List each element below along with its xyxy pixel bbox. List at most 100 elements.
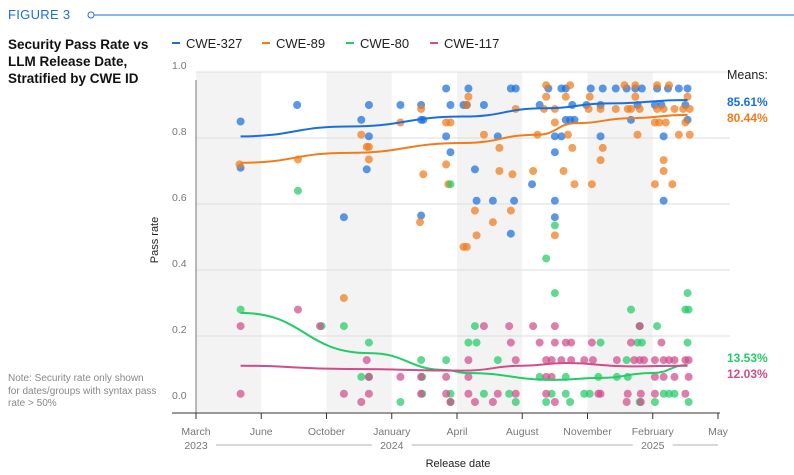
data-point-cwe-327 xyxy=(674,84,683,93)
data-point-cwe-89 xyxy=(364,155,373,164)
legend-label: CWE-117 xyxy=(444,36,499,51)
data-point-cwe-117 xyxy=(364,372,373,381)
data-point-cwe-89 xyxy=(611,104,620,113)
data-point-cwe-117 xyxy=(684,356,693,365)
data-point-cwe-89 xyxy=(631,92,640,101)
data-point-cwe-327 xyxy=(446,101,455,109)
data-point-cwe-89 xyxy=(357,130,366,139)
data-point-cwe-80 xyxy=(684,305,693,314)
data-point-cwe-89 xyxy=(659,167,668,175)
data-point-cwe-89 xyxy=(587,180,596,189)
data-point-cwe-327 xyxy=(659,196,668,205)
y-tick-label: 0.8 xyxy=(172,126,187,138)
data-point-cwe-327 xyxy=(479,101,488,109)
data-point-cwe-117 xyxy=(364,389,373,398)
mean-value: 80.44% xyxy=(727,111,768,125)
data-point-cwe-89 xyxy=(670,104,679,113)
data-point-cwe-327 xyxy=(550,148,559,157)
data-point-cwe-89 xyxy=(685,104,694,113)
data-point-cwe-327 xyxy=(488,196,497,205)
data-point-cwe-117 xyxy=(612,356,621,365)
data-point-cwe-327 xyxy=(528,180,537,189)
data-point-cwe-80 xyxy=(511,398,520,406)
data-point-cwe-89 xyxy=(653,104,662,113)
data-point-cwe-89 xyxy=(596,156,605,165)
data-point-cwe-117 xyxy=(511,389,520,398)
data-point-cwe-117 xyxy=(640,356,649,365)
data-point-cwe-80 xyxy=(470,322,479,331)
data-point-cwe-89 xyxy=(668,180,677,189)
data-point-cwe-117 xyxy=(396,372,405,381)
legend-label: CWE-80 xyxy=(360,36,409,51)
mean-value: 12.03% xyxy=(727,367,768,381)
data-point-cwe-327 xyxy=(511,84,520,93)
data-point-cwe-89 xyxy=(416,218,425,227)
data-point-cwe-89 xyxy=(472,231,481,240)
data-point-cwe-327 xyxy=(683,84,692,93)
y-tick-label: 0.2 xyxy=(172,324,187,336)
data-point-cwe-80 xyxy=(550,289,559,298)
data-point-cwe-89 xyxy=(529,167,538,175)
data-point-cwe-89 xyxy=(566,81,575,90)
data-point-cwe-327 xyxy=(339,213,348,222)
data-point-cwe-80 xyxy=(650,398,659,406)
shaded-band xyxy=(587,72,653,412)
data-point-cwe-117 xyxy=(567,338,576,347)
data-point-cwe-327 xyxy=(598,84,607,93)
data-point-cwe-117 xyxy=(659,372,668,381)
data-point-cwe-327 xyxy=(611,84,620,93)
data-point-cwe-80 xyxy=(472,338,481,347)
data-point-cwe-89 xyxy=(620,81,629,90)
data-point-cwe-327 xyxy=(446,148,455,157)
data-point-cwe-80 xyxy=(396,398,405,406)
data-point-cwe-89 xyxy=(419,170,428,179)
data-point-cwe-89 xyxy=(681,118,690,127)
data-point-cwe-117 xyxy=(681,389,690,398)
data-point-cwe-327 xyxy=(464,84,473,93)
data-point-cwe-117 xyxy=(362,356,371,365)
data-point-cwe-89 xyxy=(683,92,692,101)
data-point-cwe-327 xyxy=(364,132,373,141)
data-point-cwe-89 xyxy=(584,104,593,113)
data-point-cwe-327 xyxy=(442,84,451,93)
chart-title: Security Pass Rate vs LLM Release Date, … xyxy=(8,37,149,86)
data-point-cwe-117 xyxy=(511,356,520,365)
trend-line-cwe-80 xyxy=(240,311,688,381)
data-point-cwe-89 xyxy=(470,206,479,215)
data-point-cwe-117 xyxy=(650,389,659,398)
data-point-cwe-89 xyxy=(598,143,607,152)
trend-line-cwe-117 xyxy=(240,362,688,372)
x-tick-label: May xyxy=(708,426,729,438)
data-point-cwe-80 xyxy=(627,305,635,314)
data-point-cwe-117 xyxy=(657,338,666,347)
data-point-cwe-80 xyxy=(566,398,575,406)
data-point-cwe-117 xyxy=(417,372,426,381)
data-point-cwe-89 xyxy=(542,92,551,101)
data-point-cwe-117 xyxy=(464,389,473,398)
data-point-cwe-80 xyxy=(622,356,631,365)
data-point-cwe-117 xyxy=(470,398,479,406)
data-point-cwe-327 xyxy=(637,84,646,93)
data-point-cwe-89 xyxy=(506,206,515,215)
data-point-cwe-117 xyxy=(442,389,451,398)
mean-value: 85.61% xyxy=(727,95,768,109)
data-point-cwe-117 xyxy=(442,372,451,381)
x-tick-label: February xyxy=(632,426,675,438)
y-tick-label: 0.6 xyxy=(172,192,187,204)
data-point-cwe-89 xyxy=(563,130,572,139)
data-point-cwe-89 xyxy=(655,118,664,127)
year-label: 2023 xyxy=(184,440,208,452)
data-point-cwe-117 xyxy=(506,338,515,347)
data-point-cwe-117 xyxy=(446,398,455,406)
data-point-cwe-117 xyxy=(236,389,245,398)
shaded-band xyxy=(196,72,262,412)
data-point-cwe-117 xyxy=(636,398,645,406)
data-point-cwe-327 xyxy=(506,229,515,238)
data-point-cwe-327 xyxy=(362,165,371,174)
mean-value: 13.53% xyxy=(727,351,768,365)
data-point-cwe-327 xyxy=(417,211,426,220)
data-point-cwe-117 xyxy=(547,356,556,365)
data-point-cwe-89 xyxy=(585,92,594,101)
data-point-cwe-117 xyxy=(587,338,596,347)
